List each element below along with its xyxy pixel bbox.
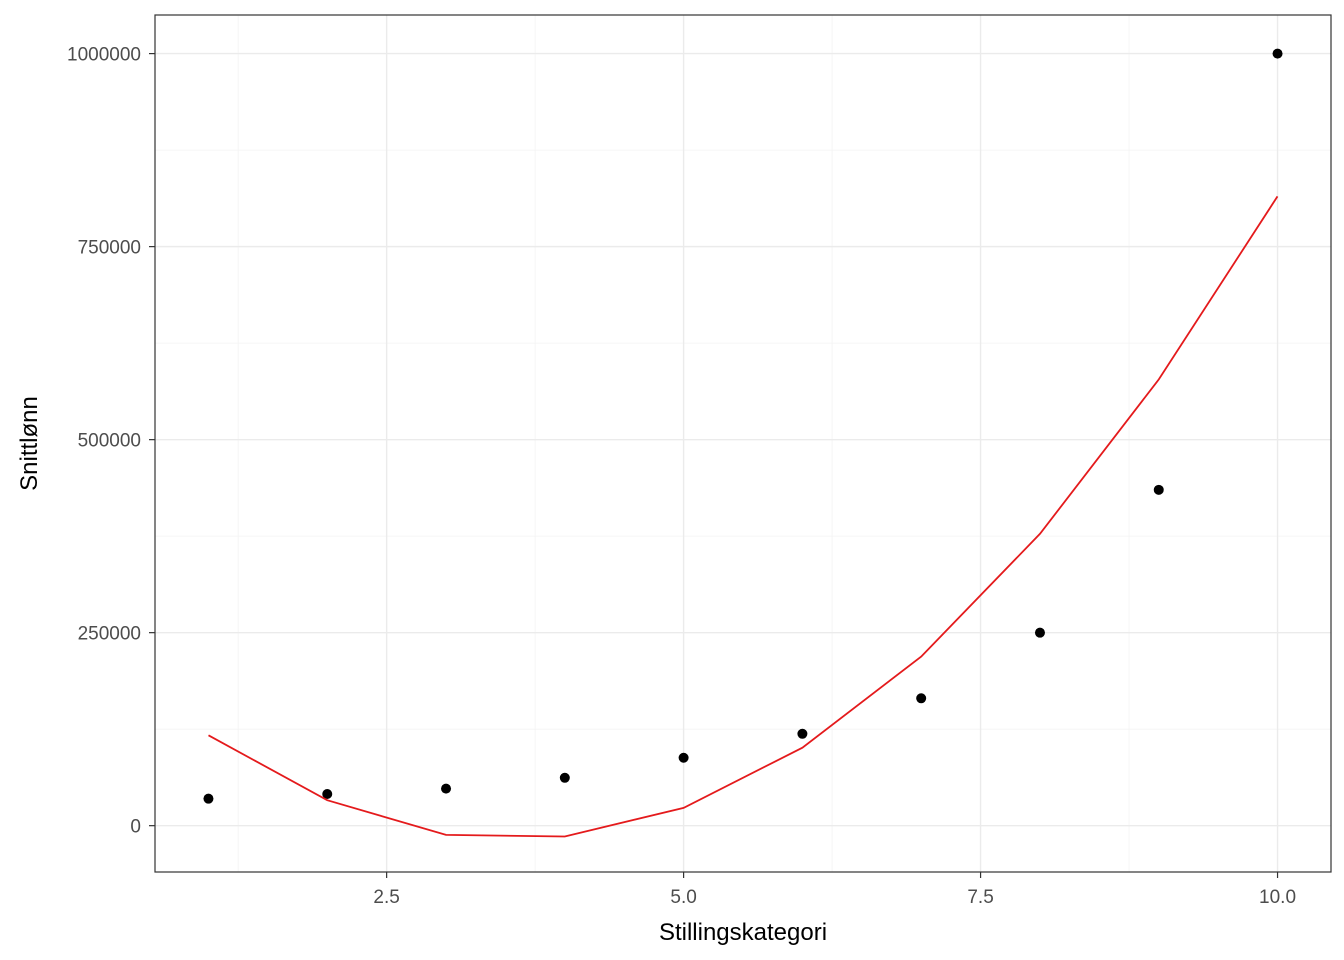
data-point [322,789,333,800]
fit-line [208,195,1279,838]
y-axis-title: Snittlønn [16,396,43,491]
data-point [1034,627,1045,638]
y-tick-label: 250000 [78,624,141,645]
x-axis: 2.5 5.0 7.5 10.0 [373,872,1296,908]
y-tick-label: 500000 [78,431,141,452]
data-point [797,728,808,739]
minor-gridlines [155,15,1331,872]
x-axis-title: Stillingskategori [659,919,827,946]
y-tick-label: 1000000 [67,45,141,66]
x-tick-label: 2.5 [373,887,399,908]
y-axis: 0 250000 500000 750000 1000000 [67,45,155,838]
y-tick-label: 750000 [78,238,141,259]
data-point [203,793,214,804]
data-point [1272,48,1283,59]
y-tick-label: 0 [130,817,141,838]
plot-series [203,48,1283,838]
data-point [678,752,689,763]
data-point [559,772,570,783]
x-tick-label: 7.5 [967,887,993,908]
x-tick-label: 5.0 [670,887,696,908]
major-gridlines [155,15,1331,872]
data-point [441,783,452,794]
data-point [916,693,927,704]
panel-border [154,14,1332,873]
x-tick-label: 10.0 [1259,887,1296,908]
data-point [1153,484,1164,495]
